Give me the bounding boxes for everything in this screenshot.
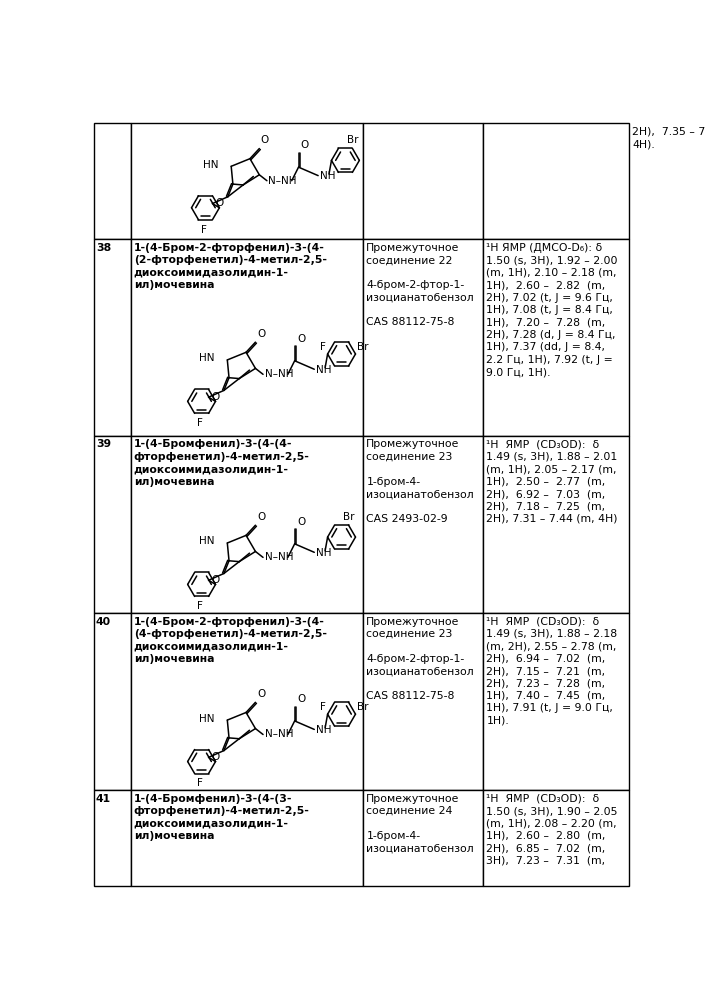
Text: 1-(4-Бром-2-фторфенил)-3-(4-
(2-фторфенетил)-4-метил-2,5-
диоксоимидазолидин-1-
: 1-(4-Бром-2-фторфенил)-3-(4- (2-фторфене…	[134, 243, 327, 291]
Bar	[363, 790, 484, 886]
Bar	[130, 790, 363, 886]
Text: O: O	[297, 694, 305, 704]
Bar	[363, 612, 484, 790]
Bar	[130, 436, 363, 612]
Text: F: F	[320, 702, 326, 712]
Text: 2H),  7.35 – 7.45  (m,
4H).: 2H), 7.35 – 7.45 (m, 4H).	[632, 127, 705, 149]
Bar	[94, 239, 130, 436]
Text: O: O	[257, 689, 265, 699]
Bar	[484, 123, 629, 239]
Text: F: F	[197, 778, 203, 788]
Bar	[130, 612, 363, 790]
Text: Промежуточное
соединение 23

4-бром-2-фтор-1-
изоцианатобензол

CAS 88112-75-8: Промежуточное соединение 23 4-бром-2-фто…	[367, 616, 474, 701]
Bar	[484, 239, 629, 436]
Text: Br: Br	[357, 702, 369, 712]
Bar	[484, 612, 629, 790]
Text: Промежуточное
соединение 24

1-бром-4-
изоцианатобензол: Промежуточное соединение 24 1-бром-4- из…	[367, 793, 474, 853]
Text: HN: HN	[200, 713, 215, 723]
Text: 40: 40	[96, 616, 111, 626]
Text: N–NH: N–NH	[269, 176, 297, 186]
Bar	[130, 123, 363, 239]
Text: O: O	[211, 392, 219, 402]
Text: 1-(4-Бромфенил)-3-(4-(3-
фторфенетил)-4-метил-2,5-
диоксоимидазолидин-1-
ил)моче: 1-(4-Бромфенил)-3-(4-(3- фторфенетил)-4-…	[134, 793, 309, 841]
Text: O: O	[297, 334, 305, 344]
Text: HN: HN	[203, 160, 219, 170]
Text: O: O	[211, 752, 219, 762]
Text: F: F	[320, 342, 326, 352]
Text: F: F	[197, 601, 203, 611]
Text: O: O	[257, 512, 265, 522]
Text: Br: Br	[347, 135, 358, 145]
Bar	[363, 123, 484, 239]
Text: N–NH: N–NH	[264, 552, 293, 562]
Text: O: O	[297, 517, 305, 527]
Text: Br: Br	[357, 342, 369, 352]
Text: Промежуточное
соединение 23

1-бром-4-
изоцианатобензол

CAS 2493-02-9: Промежуточное соединение 23 1-бром-4- из…	[367, 440, 474, 523]
Text: O: O	[257, 329, 265, 339]
Bar	[94, 612, 130, 790]
Text: 41: 41	[96, 793, 111, 803]
Text: Br: Br	[343, 511, 355, 521]
Text: O: O	[211, 575, 219, 585]
Text: ¹H ЯМР (ДМСО-D₆): δ
1.50 (s, 3H), 1.92 – 2.00
(m, 1H), 2.10 – 2.18 (m,
1H),  2.6: ¹H ЯМР (ДМСО-D₆): δ 1.50 (s, 3H), 1.92 –…	[486, 243, 618, 377]
Text: N–NH: N–NH	[264, 729, 293, 739]
Text: 1-(4-Бромфенил)-3-(4-(4-
фторфенетил)-4-метил-2,5-
диоксоимидазолидин-1-
ил)моче: 1-(4-Бромфенил)-3-(4-(4- фторфенетил)-4-…	[134, 440, 309, 487]
Text: 38: 38	[96, 243, 111, 253]
Text: HN: HN	[200, 354, 215, 364]
Text: 39: 39	[96, 440, 111, 450]
Text: NH: NH	[316, 365, 331, 375]
Text: NH: NH	[316, 725, 331, 735]
Text: NH: NH	[319, 172, 335, 182]
Bar	[130, 239, 363, 436]
Bar	[94, 790, 130, 886]
Text: F: F	[201, 225, 207, 235]
Bar	[484, 436, 629, 612]
Text: N–NH: N–NH	[264, 370, 293, 380]
Text: HN: HN	[200, 536, 215, 546]
Text: F: F	[197, 419, 203, 429]
Bar	[94, 123, 130, 239]
Text: O: O	[301, 141, 309, 151]
Text: NH: NH	[316, 548, 331, 558]
Bar	[94, 436, 130, 612]
Bar	[363, 239, 484, 436]
Text: O: O	[261, 136, 269, 146]
Text: O: O	[215, 199, 223, 209]
Text: ¹H  ЯМР  (CD₃OD):  δ
1.49 (s, 3H), 1.88 – 2.18
(m, 2H), 2.55 – 2.78 (m,
2H),  6.: ¹H ЯМР (CD₃OD): δ 1.49 (s, 3H), 1.88 – 2…	[486, 616, 618, 725]
Bar	[484, 790, 629, 886]
Text: Промежуточное
соединение 22

4-бром-2-фтор-1-
изоцианатобензол

CAS 88112-75-8: Промежуточное соединение 22 4-бром-2-фто…	[367, 243, 474, 328]
Text: 1-(4-Бром-2-фторфенил)-3-(4-
(4-фторфенетил)-4-метил-2,5-
диоксоимидазолидин-1-
: 1-(4-Бром-2-фторфенил)-3-(4- (4-фторфене…	[134, 616, 327, 663]
Bar	[363, 436, 484, 612]
Text: ¹H  ЯМР  (CD₃OD):  δ
1.50 (s, 3H), 1.90 – 2.05
(m, 1H), 2.08 – 2.20 (m,
1H),  2.: ¹H ЯМР (CD₃OD): δ 1.50 (s, 3H), 1.90 – 2…	[486, 793, 618, 865]
Text: ¹H  ЯМР  (CD₃OD):  δ
1.49 (s, 3H), 1.88 – 2.01
(m, 1H), 2.05 – 2.17 (m,
1H),  2.: ¹H ЯМР (CD₃OD): δ 1.49 (s, 3H), 1.88 – 2…	[486, 440, 618, 523]
